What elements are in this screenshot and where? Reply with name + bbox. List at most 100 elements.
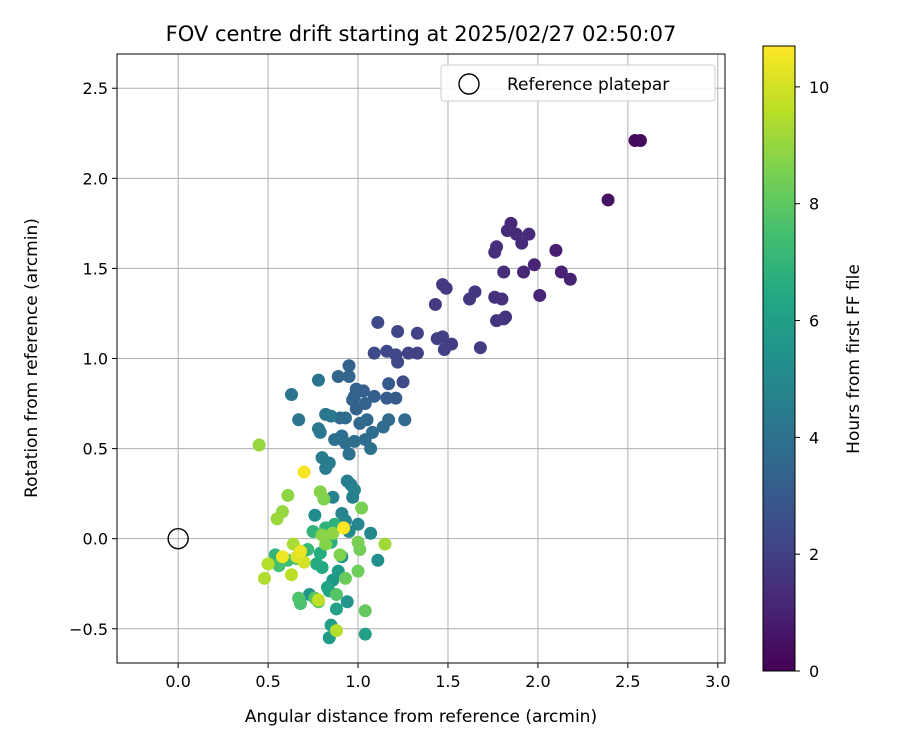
data-point — [281, 488, 295, 502]
data-point — [396, 375, 410, 389]
data-point — [488, 245, 502, 259]
data-point — [319, 461, 333, 475]
data-point — [349, 402, 363, 416]
data-point — [428, 297, 442, 311]
data-point — [398, 413, 412, 427]
data-point — [410, 346, 424, 360]
data-point — [261, 557, 275, 571]
data-point — [517, 265, 531, 279]
x-tick-label: 0.0 — [165, 672, 190, 691]
data-point — [522, 227, 536, 241]
colorbar-tick-label: 10 — [809, 78, 829, 97]
data-point — [258, 571, 272, 585]
data-point — [311, 593, 325, 607]
data-point — [380, 344, 394, 358]
y-tick-label: 2.5 — [83, 79, 108, 98]
data-point — [380, 391, 394, 405]
y-tick-label: 1.5 — [83, 259, 108, 278]
data-point — [371, 315, 385, 329]
colorbar-title: Hours from first FF file — [844, 264, 864, 454]
data-point — [342, 370, 356, 384]
data-point — [284, 388, 298, 402]
data-point — [633, 133, 647, 147]
x-tick-label: 1.5 — [435, 672, 460, 691]
y-tick-label: 1.0 — [83, 350, 108, 369]
data-point — [342, 359, 356, 373]
data-point — [527, 258, 541, 272]
data-point — [497, 265, 511, 279]
data-point — [308, 508, 322, 522]
data-point — [367, 346, 381, 360]
data-point — [326, 526, 340, 540]
data-point — [351, 564, 365, 578]
data-point — [353, 416, 367, 430]
data-point — [329, 624, 343, 638]
data-point — [311, 373, 325, 387]
data-point — [364, 526, 378, 540]
data-point — [292, 591, 306, 605]
data-point — [337, 521, 351, 535]
data-point — [292, 413, 306, 427]
data-point — [376, 420, 390, 434]
data-point — [324, 409, 338, 423]
data-point — [463, 292, 477, 306]
data-point — [320, 580, 334, 594]
data-point — [554, 265, 568, 279]
data-point — [275, 550, 289, 564]
data-point — [338, 411, 352, 425]
y-axis: −0.5 0.0 0.5 1.0 1.5 2.0 2.5 — [69, 79, 117, 639]
data-point — [293, 544, 307, 558]
y-tick-label: −0.5 — [69, 620, 108, 639]
legend-entry-reference-platepar: Reference platepar — [507, 75, 669, 95]
data-point — [313, 485, 327, 499]
data-point — [313, 425, 327, 439]
colorbar-tick-label: 8 — [809, 195, 819, 214]
data-point — [364, 442, 378, 456]
data-point — [329, 602, 343, 616]
data-point — [333, 548, 347, 562]
legend-box — [440, 64, 716, 102]
data-point — [437, 342, 451, 356]
data-point — [297, 465, 311, 479]
colorbar-tick-label: 4 — [809, 428, 819, 447]
data-point — [329, 588, 343, 602]
colorbar-ticks: 0 2 4 6 8 10 — [795, 78, 829, 681]
data-point — [378, 537, 392, 551]
data-point — [355, 501, 369, 515]
y-tick-label: 0.0 — [83, 530, 108, 549]
data-point — [328, 433, 342, 447]
data-point — [563, 272, 577, 286]
data-point — [347, 483, 361, 497]
colorbar-tick-label: 0 — [809, 662, 819, 681]
data-point — [391, 355, 405, 369]
data-point — [351, 517, 365, 531]
data-point — [515, 236, 529, 250]
chart-title: FOV centre drift starting at 2025/02/27 … — [166, 22, 677, 46]
data-point — [410, 326, 424, 340]
legend-open-circle-icon — [458, 73, 480, 95]
data-point — [490, 314, 504, 328]
colorbar-gradient — [762, 45, 796, 672]
data-point — [358, 604, 372, 618]
data-point — [549, 243, 563, 257]
x-axis-title: Angular distance from reference (arcmin) — [245, 707, 597, 727]
colorbar-tick-label: 2 — [809, 545, 819, 564]
data-point — [338, 571, 352, 585]
x-axis: 0.0 0.5 1.0 1.5 2.0 2.5 3.0 — [165, 663, 731, 691]
x-tick-label: 0.5 — [255, 672, 280, 691]
data-point — [310, 557, 324, 571]
x-tick-label: 1.0 — [345, 672, 370, 691]
y-axis-title: Rotation from reference (arcmin) — [22, 218, 42, 498]
data-point — [473, 341, 487, 355]
data-point — [252, 438, 266, 452]
data-point — [389, 391, 403, 405]
data-point — [284, 568, 298, 582]
data-point — [315, 528, 329, 542]
legend: Reference platepar — [440, 64, 716, 102]
data-point — [338, 436, 352, 450]
data-point — [495, 292, 509, 306]
data-point — [371, 553, 385, 567]
data-point — [601, 193, 615, 207]
data-point — [439, 281, 453, 295]
